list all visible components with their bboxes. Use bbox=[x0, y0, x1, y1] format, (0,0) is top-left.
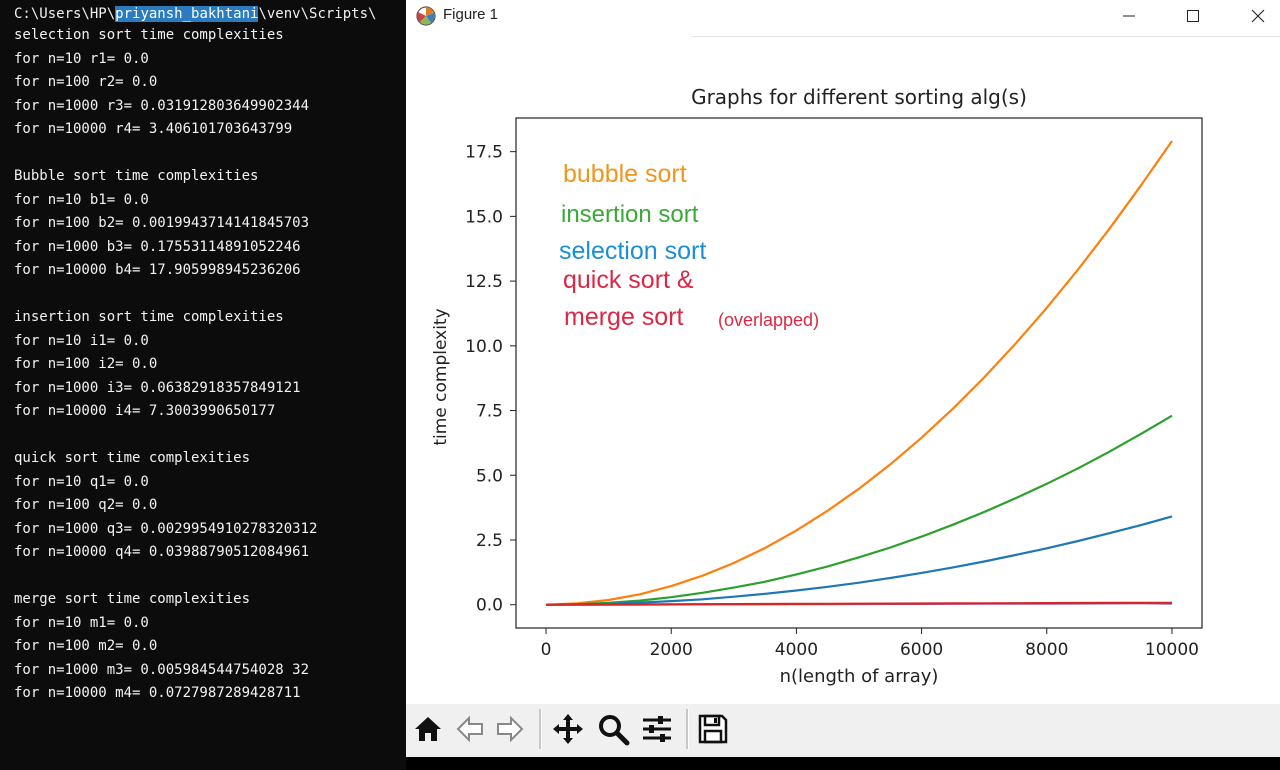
arrow-right-icon bbox=[497, 715, 524, 743]
terminal-blank-line bbox=[14, 565, 317, 589]
x-tick-label: 10000 bbox=[1145, 640, 1199, 660]
zoom-button[interactable] bbox=[594, 709, 632, 749]
close-button[interactable] bbox=[1228, 0, 1280, 32]
terminal-output-line: for n=10 m1= 0.0 bbox=[14, 614, 149, 631]
chart-title: Graphs for different sorting alg(s) bbox=[691, 85, 1027, 109]
save-button[interactable] bbox=[694, 709, 732, 749]
floppy-disk-icon bbox=[698, 714, 728, 744]
y-tick-label: 15.0 bbox=[465, 207, 503, 227]
annotation-label: insertion sort bbox=[561, 201, 699, 228]
terminal-output-line: for n=10000 i4= 7.3003990650177 bbox=[14, 403, 276, 419]
x-tick-label: 6000 bbox=[900, 640, 943, 660]
path-suffix: \venv\Scripts\ bbox=[258, 6, 377, 22]
series-line-0 bbox=[545, 140, 1173, 606]
terminal-output-line: insertion sort time complexities bbox=[14, 309, 284, 325]
terminal-blank-line bbox=[14, 142, 317, 166]
terminal-output-line: for n=10 r1= 0.0 bbox=[14, 50, 149, 67]
terminal-output-line: for n=10 b1= 0.0 bbox=[14, 191, 149, 208]
terminal-output-line: for n=1000 i3= 0.06382918357849121 bbox=[14, 379, 301, 396]
back-button[interactable] bbox=[451, 709, 489, 749]
x-axis-label: n(length of array) bbox=[780, 666, 939, 687]
toolbar-separator bbox=[539, 709, 542, 749]
title-bar-divider bbox=[692, 36, 1280, 37]
terminal-prompt-path: C:\Users\HP\priyansh_bakhtani\venv\Scrip… bbox=[14, 3, 376, 25]
y-tick-label: 12.5 bbox=[465, 272, 503, 292]
y-tick-label: 7.5 bbox=[476, 402, 503, 422]
terminal-output-line: for n=100 r2= 0.0 bbox=[14, 74, 158, 90]
terminal-output-line: for n=10000 r4= 3.406101703643799 bbox=[14, 121, 293, 137]
terminal-blank-line bbox=[14, 424, 317, 448]
terminal-output-line: for n=1000 b3= 0.17553114891052246 bbox=[14, 238, 301, 255]
terminal-output-line: for n=1000 m3= 0.005984544754028 32 bbox=[14, 661, 310, 678]
terminal-output-line: for n=100 m2= 0.0 bbox=[14, 638, 158, 654]
x-tick-label: 8000 bbox=[1025, 640, 1068, 660]
y-tick-label: 2.5 bbox=[476, 531, 503, 551]
title-bar[interactable]: Figure 1 bbox=[406, 0, 1280, 37]
axes: 0 2000 4000 6000 8000 10000 0.0 2.5 5.0 7.5 10.0 12… bbox=[465, 117, 1203, 660]
terminal-output-line: for n=10000 q4= 0.03988790512084961 bbox=[14, 544, 310, 560]
minimize-icon bbox=[1123, 15, 1135, 17]
forward-button[interactable] bbox=[491, 709, 529, 749]
arrow-left-icon bbox=[456, 715, 483, 743]
x-tick-label: 0 bbox=[541, 640, 552, 660]
series-line-2 bbox=[545, 515, 1173, 606]
terminal-output-line: for n=1000 r3= 0.031912803649902344 bbox=[14, 97, 310, 114]
maximize-button[interactable] bbox=[1163, 0, 1223, 32]
terminal-output-line: for n=10 i1= 0.0 bbox=[14, 332, 149, 349]
terminal-output-line: for n=10000 m4= 0.0727987289428711 bbox=[14, 685, 301, 701]
sliders-icon bbox=[643, 716, 671, 742]
move-icon bbox=[553, 714, 583, 744]
window-title: Figure 1 bbox=[443, 6, 499, 23]
annotation-label: selection sort bbox=[559, 237, 706, 265]
y-tick-label: 0.0 bbox=[476, 596, 503, 616]
configure-subplots-button[interactable] bbox=[638, 709, 676, 749]
terminal-output-line: for n=10000 b4= 17.905998945236206 bbox=[14, 262, 301, 278]
terminal-window[interactable]: C:\Users\HP\priyansh_bakhtani\venv\Scrip… bbox=[0, 0, 406, 770]
maximize-icon bbox=[1187, 10, 1199, 22]
path-prefix: C:\Users\HP\ bbox=[14, 6, 116, 22]
y-tick-label: 5.0 bbox=[476, 466, 503, 486]
terminal-output-line: for n=100 q2= 0.0 bbox=[14, 497, 158, 513]
terminal-output: selection sort time complexities for n=10… bbox=[14, 24, 317, 706]
x-tick-label: 4000 bbox=[775, 640, 818, 660]
annotation-label: bubble sort bbox=[563, 160, 687, 188]
terminal-output-line: for n=10 q1= 0.0 bbox=[14, 473, 149, 490]
terminal-output-line: Bubble sort time complexities bbox=[14, 168, 259, 184]
x-tick-label: 2000 bbox=[650, 640, 693, 660]
series-line-4 bbox=[545, 601, 1173, 606]
toolbar-separator bbox=[686, 709, 689, 749]
annotation-label: (overlapped) bbox=[718, 310, 819, 330]
figure-canvas[interactable]: Graphs for different sorting alg(s) 0 200… bbox=[406, 37, 1280, 704]
minimize-button[interactable] bbox=[1099, 0, 1159, 32]
series-line-1 bbox=[545, 414, 1173, 606]
annotations: bubble sort insertion sort selection sortq… bbox=[559, 160, 819, 331]
y-tick-label: 17.5 bbox=[465, 143, 503, 163]
terminal-output-line: for n=1000 q3= 0.0029954910278320312 bbox=[14, 520, 318, 537]
path-selected-text: priyansh_bakhtani bbox=[115, 6, 259, 22]
figure-window[interactable]: Figure 1 Graphs for different sorting al… bbox=[406, 0, 1280, 757]
terminal-output-line: selection sort time complexities bbox=[14, 27, 284, 43]
magnifier-icon bbox=[599, 715, 630, 746]
y-tick-label: 10.0 bbox=[465, 337, 503, 357]
navigation-toolbar bbox=[406, 704, 1280, 757]
y-axis-label: time complexity bbox=[431, 308, 451, 445]
terminal-blank-line bbox=[14, 283, 317, 307]
terminal-output-line: merge sort time complexities bbox=[14, 591, 251, 607]
figure-background bbox=[406, 37, 1280, 704]
home-icon bbox=[415, 717, 441, 741]
annotation-label: merge sort bbox=[564, 303, 684, 331]
terminal-output-line: for n=100 b2= 0.0019943714141845703 bbox=[14, 215, 310, 231]
window-bottom-edge bbox=[406, 757, 1280, 770]
terminal-output-line: for n=100 i2= 0.0 bbox=[14, 356, 158, 372]
axes-frame bbox=[515, 117, 1203, 629]
annotation-label: quick sort & bbox=[563, 266, 694, 294]
close-icon bbox=[1251, 9, 1265, 23]
pan-button[interactable] bbox=[549, 709, 587, 749]
terminal-output-line: quick sort time complexities bbox=[14, 450, 251, 466]
matplotlib-figure-icon bbox=[416, 6, 436, 26]
home-button[interactable] bbox=[409, 709, 447, 749]
